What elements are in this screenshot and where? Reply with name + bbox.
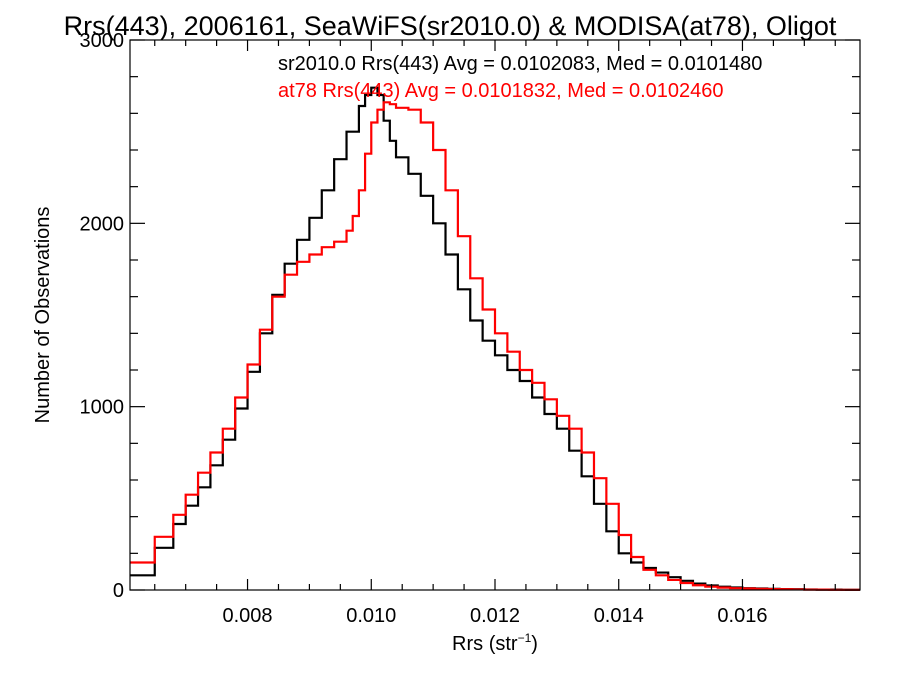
y-tick-label: 2000 <box>80 213 125 235</box>
y-tick-label: 3000 <box>80 30 125 52</box>
x-tick-label: 0.014 <box>594 605 644 627</box>
x-axis-label: Rrs (str−1) <box>452 631 538 655</box>
axis-ticks: 0.008 0.010 0.012 0.014 0.016 0 1000 2000 3000 <box>80 30 860 627</box>
series-line-1 <box>130 101 860 591</box>
x-tick-label: 0.010 <box>346 605 396 627</box>
x-axis-label-sup: −1 <box>518 631 532 645</box>
series-line-0 <box>130 86 860 591</box>
y-tick-label: 1000 <box>80 397 125 419</box>
x-tick-label: 0.016 <box>717 605 767 627</box>
annotation-at78: at78 Rrs(443) Avg = 0.0101832, Med = 0.0… <box>278 80 724 102</box>
x-tick-label: 0.012 <box>470 605 520 627</box>
annotation-sr2010: sr2010.0 Rrs(443) Avg = 0.0102083, Med =… <box>278 53 762 75</box>
series-layer <box>130 86 860 591</box>
y-tick-label: 0 <box>113 580 124 602</box>
x-axis-label-main: Rrs (str <box>452 633 518 655</box>
x-axis-label-close: ) <box>531 633 538 655</box>
y-axis-label: Number of Observations <box>32 207 54 424</box>
chart-title: Rrs(443), 2006161, SeaWiFS(sr2010.0) & M… <box>64 11 837 41</box>
x-tick-label: 0.008 <box>223 605 273 627</box>
